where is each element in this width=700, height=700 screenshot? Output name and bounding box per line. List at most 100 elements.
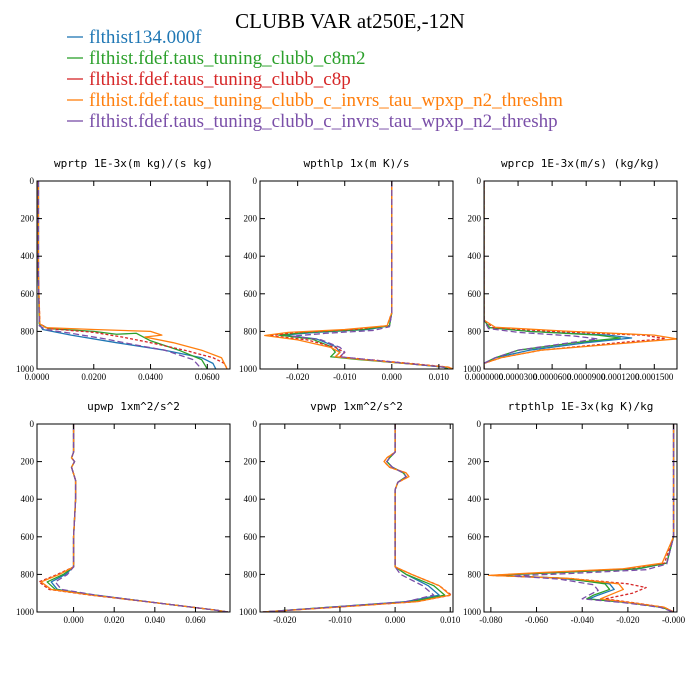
chart-panel: wprtp 1E-3x(m kg)/(s kg) 0 200 400 600 800 100… [16, 157, 231, 382]
series-group [38, 424, 229, 612]
x-tick-label: 0.0000000 [465, 372, 504, 382]
plot-frame [259, 423, 454, 613]
y-tick-label: 600 [468, 532, 482, 542]
y-tick-label: 1000 [463, 607, 482, 617]
panel-title: rtpthlp 1E-3x(kg K)/kg [508, 400, 654, 413]
series-line [484, 181, 667, 369]
y-tick-label: 1000 [16, 364, 35, 374]
x-tick-label: -0.020 [616, 615, 640, 625]
x-tick-label: 0.0200 [81, 372, 106, 382]
series-line [38, 424, 229, 612]
series-line [262, 424, 446, 612]
y-tick-label: 200 [244, 214, 258, 224]
y-tick-label: 0 [477, 419, 482, 429]
chart-panel: wprcp 1E-3x(m/s) (kg/kg) 0 200 400 600 800 100… [463, 157, 678, 382]
chart-panel: vpwp 1xm^2/s^2 0 200 400 600 800 1000 -0.020 -0.… [239, 400, 461, 625]
series-line [484, 181, 621, 369]
x-tick-label: -0.010 [333, 372, 357, 382]
series-line [37, 181, 228, 369]
x-tick-label: 0.060 [185, 615, 206, 625]
legend-label: flthist.fdef.taus_tuning_clubb_c_invrs_t… [89, 111, 558, 132]
series-group [37, 181, 228, 369]
x-tick-label: 0.0400 [138, 372, 163, 382]
series-line [513, 424, 675, 612]
plot-frame [483, 423, 678, 613]
series-line [487, 424, 675, 612]
y-tick-label: 200 [21, 214, 35, 224]
plot-frame [259, 180, 454, 370]
x-tick-label: -0.040 [571, 615, 595, 625]
legend-item: flthist.fdef.taus_tuning_clubb_c8p [67, 69, 351, 90]
series-line [50, 424, 229, 612]
y-tick-label: 800 [21, 326, 35, 336]
x-tick-label: 0.0000300 [499, 372, 538, 382]
y-tick-label: 0 [253, 419, 258, 429]
legend-item: flthist.fdef.taus_tuning_clubb_c_invrs_t… [67, 90, 563, 111]
y-tick-label: 800 [244, 326, 258, 336]
x-tick-label: 0.000 [385, 615, 406, 625]
panel-title: wprtp 1E-3x(m kg)/(s kg) [54, 157, 213, 170]
y-tick-label: 600 [244, 289, 258, 299]
y-tick-label: 800 [468, 326, 482, 336]
y-tick-label: 200 [21, 457, 35, 467]
x-tick-label: 0.010 [429, 372, 450, 382]
y-tick-label: 800 [244, 569, 258, 579]
y-tick-label: 400 [244, 494, 258, 504]
x-tick-label: -0.020 [273, 615, 297, 625]
x-tick-label: -0.020 [286, 372, 310, 382]
y-tick-label: 600 [21, 532, 35, 542]
panel-title: wprcp 1E-3x(m/s) (kg/kg) [501, 157, 660, 170]
x-tick-label: 0.0001200 [601, 372, 640, 382]
series-line [262, 424, 440, 612]
y-tick-label: 400 [468, 251, 482, 261]
x-tick-label: 0.020 [104, 615, 125, 625]
x-tick-label: 0.0000 [25, 372, 50, 382]
y-tick-label: 600 [21, 289, 35, 299]
series-group [484, 181, 677, 369]
y-tick-label: 0 [30, 419, 35, 429]
series-line [490, 424, 675, 612]
x-tick-label: 0.0000900 [567, 372, 606, 382]
series-line [37, 181, 203, 369]
panel-title: wpthlp 1x(m K)/s [304, 157, 410, 170]
y-tick-label: 800 [21, 569, 35, 579]
plot-frame [483, 180, 678, 370]
panels: wprtp 1E-3x(m kg)/(s kg) 0 200 400 600 800 100… [16, 157, 686, 625]
y-tick-label: 1000 [463, 364, 482, 374]
legend-label: flthist.fdef.taus_tuning_clubb_c8m2 [89, 48, 366, 69]
series-line [54, 424, 229, 612]
y-tick-label: 800 [468, 569, 482, 579]
legend-label: flthist134.000f [89, 27, 202, 48]
plot-frame [36, 180, 231, 370]
y-tick-label: 1000 [16, 607, 35, 617]
x-tick-label: -0.000 [662, 615, 686, 625]
chart-panel: wpthlp 1x(m K)/s 0 200 400 600 800 1000 -0.020 -… [239, 157, 454, 382]
series-group [487, 424, 675, 612]
y-tick-label: 200 [244, 457, 258, 467]
panel-title: vpwp 1xm^2/s^2 [310, 400, 403, 413]
series-line [262, 424, 451, 612]
series-line [292, 181, 449, 369]
legend-label: flthist.fdef.taus_tuning_clubb_c8p [89, 69, 351, 90]
y-tick-label: 600 [468, 289, 482, 299]
y-tick-label: 0 [30, 176, 35, 186]
y-tick-label: 0 [253, 176, 258, 186]
plot-frame [36, 423, 231, 613]
legend-item: flthist134.000f [67, 27, 202, 48]
main-title: CLUBB VAR at250E,-12N [235, 9, 465, 33]
y-tick-label: 400 [21, 251, 35, 261]
series-group [262, 424, 452, 612]
legend-label: flthist.fdef.taus_tuning_clubb_c_invrs_t… [89, 90, 563, 111]
series-line [282, 181, 449, 369]
x-tick-label: -0.010 [328, 615, 352, 625]
x-tick-label: 0.000 [63, 615, 84, 625]
legend-item: flthist.fdef.taus_tuning_clubb_c_invrs_t… [67, 111, 558, 132]
x-tick-label: 0.0001500 [635, 372, 674, 382]
x-tick-label: -0.080 [479, 615, 503, 625]
legend-item: flthist.fdef.taus_tuning_clubb_c8m2 [67, 48, 366, 69]
y-tick-label: 0 [477, 176, 482, 186]
panel-title: upwp 1xm^2/s^2 [87, 400, 180, 413]
chart-panel: rtpthlp 1E-3x(kg K)/kg02004006008001000-… [463, 400, 686, 625]
series-line [262, 424, 452, 612]
